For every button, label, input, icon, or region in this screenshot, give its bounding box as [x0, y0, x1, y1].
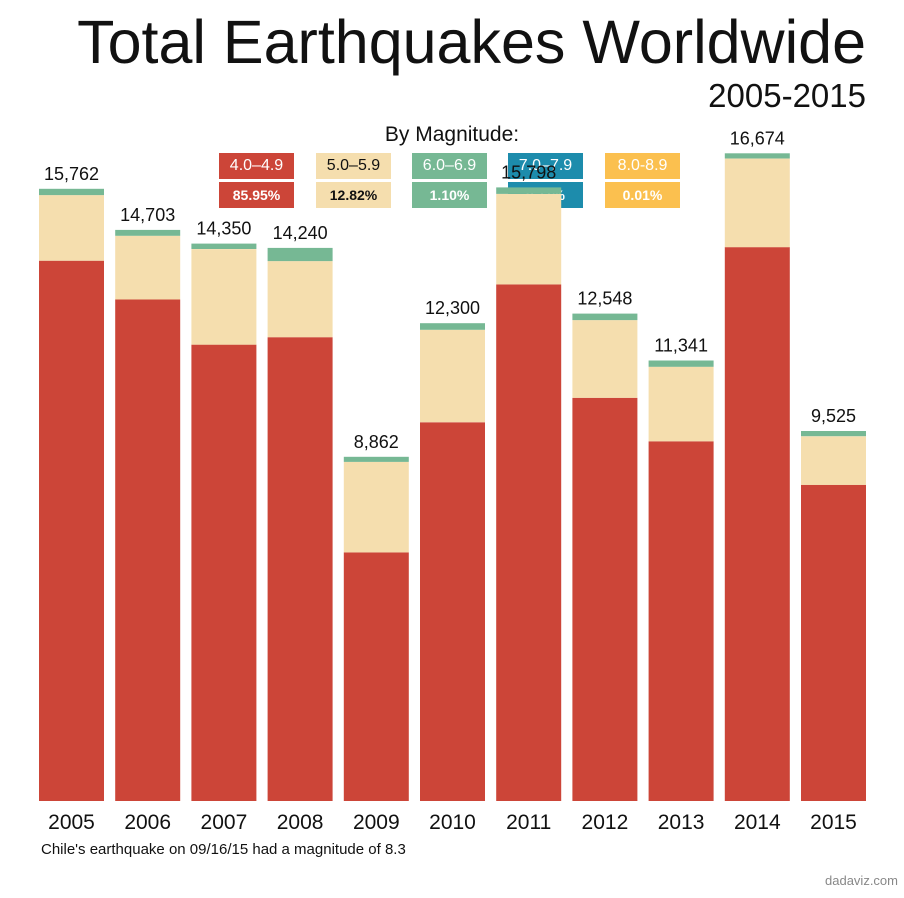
legend-title: By Magnitude:	[384, 123, 520, 146]
x-tick-label-2005: 2005	[48, 811, 95, 834]
bar-segment-2011-1	[496, 284, 562, 801]
bar-segment-2014-2	[724, 158, 790, 248]
total-label-2010: 12,300	[425, 298, 480, 318]
bar-segment-2007-3	[191, 243, 257, 249]
bar-segment-2010-3	[420, 323, 485, 330]
total-label-2008: 14,240	[273, 223, 328, 243]
total-label-2012: 12,548	[577, 289, 632, 309]
bar-segment-2015-3	[801, 431, 866, 437]
x-tick-label-2012: 2012	[582, 811, 629, 834]
bar-segment-2013-3	[648, 360, 714, 367]
bar-segment-2007-1	[191, 344, 257, 801]
bar-segment-2015-2	[801, 436, 866, 485]
total-label-2005: 15,762	[44, 164, 99, 184]
bar-segment-2006-3	[115, 229, 181, 236]
legend-percent-label: 0.01%	[605, 182, 680, 208]
x-tick-label-2010: 2010	[429, 811, 476, 834]
total-label-2011: 15,798	[501, 162, 556, 182]
total-label-2014: 16,674	[730, 128, 785, 148]
chart-subtitle: 2005-2015	[708, 77, 866, 114]
chart-title: Total Earthquakes Worldwide	[77, 8, 866, 76]
bar-segment-2012-2	[572, 320, 638, 398]
source-credit: dadaviz.com	[825, 873, 898, 888]
bar-segment-2013-1	[648, 441, 714, 801]
x-tick-label-2014: 2014	[734, 811, 781, 834]
bar-segment-2005-1	[39, 260, 104, 801]
x-tick-label-2015: 2015	[810, 811, 857, 834]
legend-item-6-0: 6.0–6.9 1.10%	[412, 153, 487, 209]
bar-segment-2005-3	[39, 188, 104, 196]
x-tick-label-2013: 2013	[658, 811, 705, 834]
bar-segment-2006-2	[115, 235, 181, 300]
legend-item-5-0: 5.0–5.9 12.82%	[316, 153, 391, 209]
bar-segment-2012-3	[572, 313, 638, 321]
legend-percent-label: 1.10%	[412, 182, 487, 208]
bar-segment-2012-1	[572, 397, 638, 801]
legend-percent-label: 85.95%	[219, 182, 294, 208]
bar-segment-2015-1	[801, 484, 866, 801]
bar-segment-2013-2	[648, 366, 714, 442]
x-tick-label-2006: 2006	[124, 811, 171, 834]
total-label-2006: 14,703	[120, 205, 175, 225]
bar-segment-2011-3	[496, 187, 562, 194]
x-tick-label-2011: 2011	[506, 811, 551, 834]
bar-segment-2014-1	[724, 247, 790, 802]
legend-range-label: 6.0–6.9	[412, 153, 487, 179]
total-label-2009: 8,862	[354, 432, 399, 452]
legend-item-8-0: 8.0-8.9 0.01%	[605, 153, 680, 209]
bar-segment-2008-1	[267, 337, 333, 801]
bar-segment-2011-2	[496, 193, 562, 285]
footnote: Chile's earthquake on 09/16/15 had a mag…	[41, 841, 406, 858]
x-tick-label-2009: 2009	[353, 811, 400, 834]
bar-segment-2008-3	[267, 247, 333, 262]
bar-segment-2010-1	[420, 422, 485, 801]
legend-percent-label: 12.82%	[316, 182, 391, 208]
legend-range-label: 5.0–5.9	[316, 153, 391, 179]
bar-segment-2010-2	[420, 329, 485, 423]
legend-range-label: 8.0-8.9	[605, 153, 680, 179]
legend-range-label: 4.0–4.9	[219, 153, 294, 179]
bar-segment-2014-3	[724, 153, 790, 159]
bar-segment-2009-1	[343, 552, 409, 801]
bar-segment-2008-2	[267, 261, 333, 338]
legend-item-4-0: 4.0–4.9 85.95%	[219, 153, 294, 209]
bar-segment-2009-3	[343, 456, 409, 462]
total-label-2015: 9,525	[811, 406, 856, 426]
x-tick-label-2007: 2007	[201, 811, 248, 834]
bar-segment-2006-1	[115, 299, 181, 801]
legend-range-label: 7.0–7.9	[508, 153, 583, 179]
bar-segment-2005-2	[39, 195, 104, 261]
bar-segment-2009-2	[343, 461, 409, 553]
total-label-2013: 11,341	[654, 336, 708, 356]
bar-segment-2007-2	[191, 249, 257, 345]
x-tick-label-2008: 2008	[277, 811, 324, 834]
total-label-2007: 14,350	[196, 219, 251, 239]
